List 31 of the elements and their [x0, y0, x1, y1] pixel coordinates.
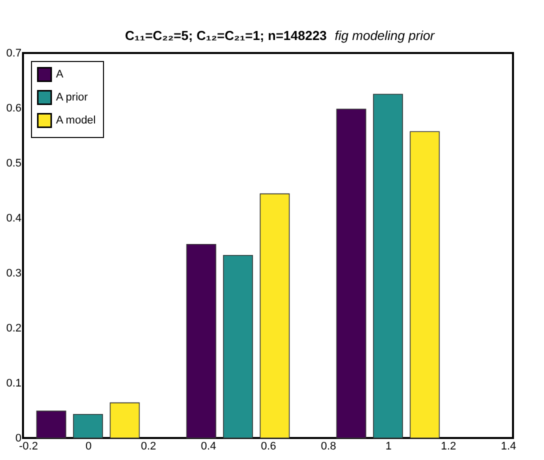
bar: [336, 108, 366, 438]
bar: [410, 131, 440, 438]
x-tick-label: 0.6: [260, 440, 276, 452]
x-tick-label: 0: [85, 440, 92, 452]
x-tick-label: 0.8: [320, 440, 336, 452]
y-tick-label: 0.6: [6, 102, 22, 114]
y-tick-label: 0: [15, 432, 22, 444]
y-tick-label: 0.2: [6, 322, 22, 334]
x-tick-label: 1: [385, 440, 392, 452]
bar: [260, 193, 290, 438]
bar: [110, 402, 140, 438]
x-tick-label: 1.2: [440, 440, 456, 452]
legend-label: A prior: [56, 92, 88, 104]
legend-label: A: [56, 68, 64, 80]
x-tick-label: -0.2: [19, 440, 38, 452]
y-tick-label: 0.7: [6, 48, 22, 60]
x-tick-label: 1.4: [500, 440, 516, 452]
y-tick-label: 0.4: [6, 212, 22, 224]
bar: [373, 94, 403, 438]
bar: [73, 414, 103, 438]
y-tick-label: 0.3: [6, 268, 22, 280]
chart-title: C₁₁=C₂₂=5; C₁₂=C₂₁=1; n=148223: [125, 28, 327, 43]
bar: [186, 244, 216, 438]
bar: [223, 255, 253, 438]
chart-subtitle: fig modeling prior: [334, 28, 436, 43]
y-tick-label: 0.5: [6, 158, 22, 170]
y-tick-label: 0.1: [6, 378, 22, 390]
legend-label: A model: [56, 114, 96, 126]
x-tick-label: 0.2: [140, 440, 156, 452]
x-tick-label: 0.4: [200, 440, 216, 452]
bar: [36, 410, 66, 438]
